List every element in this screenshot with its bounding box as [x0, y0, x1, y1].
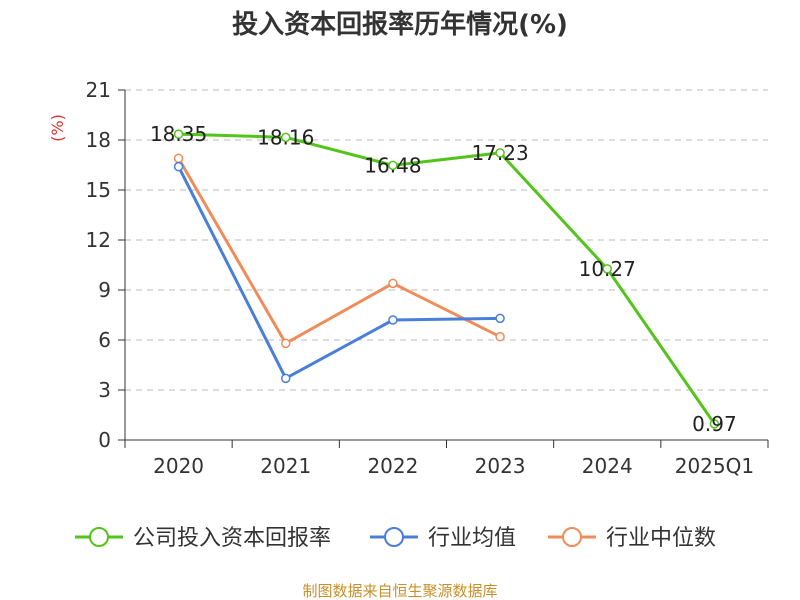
legend-swatch-marker [89, 527, 109, 547]
series-line-1 [177, 165, 501, 380]
x-tick-label: 2021 [260, 454, 311, 478]
x-tick-label: 2020 [153, 454, 204, 478]
series-line-2 [177, 157, 501, 345]
series-point-1 [281, 373, 291, 384]
y-axis-unit: (%) [48, 114, 67, 142]
y-tick-label: 3 [98, 378, 111, 402]
y-tick-label: 0 [98, 428, 111, 452]
series-point-0 [281, 132, 291, 143]
x-tick-label: 2025Q1 [675, 454, 754, 478]
y-tick-label: 15 [86, 178, 111, 202]
x-tick-label: 2023 [475, 454, 526, 478]
y-tick-label: 18 [86, 128, 111, 152]
series-point-2 [388, 278, 398, 289]
data-label: 0.97 [692, 412, 737, 436]
series-point-1 [388, 315, 398, 325]
y-tick-label: 9 [98, 278, 111, 302]
legend-label: 公司投入资本回报率 [133, 526, 331, 551]
axes: 0 3 6 9 12 15 18 21 2020 2021 2022 2023 2024 2025Q1 [86, 78, 769, 478]
data-labels: 18.35 18.16 16.48 17.23 10.27 0.97 [150, 122, 737, 436]
series-point-0 [388, 160, 398, 171]
series-point-1 [173, 161, 184, 172]
series-line-0 [178, 132, 716, 425]
series-group [173, 129, 720, 429]
data-label: 18.35 [150, 122, 207, 146]
series-point-2 [173, 153, 184, 164]
source-note: 制图数据来自恒生聚源数据库 [302, 582, 497, 600]
y-tick-label: 21 [86, 78, 111, 102]
legend-swatch-marker [384, 527, 404, 547]
x-tick-label: 2024 [582, 454, 633, 478]
series-point-2 [495, 331, 505, 342]
y-tick-label: 12 [86, 228, 111, 252]
legend-label: 行业均值 [428, 526, 516, 551]
chart-title: 投入资本回报率历年情况(%) [232, 9, 568, 40]
series-point-0 [495, 148, 505, 158]
x-tick-label: 2022 [367, 454, 418, 478]
grid-lines [125, 89, 768, 391]
legend: 公司投入资本回报率 行业均值 行业中位数 [75, 526, 716, 551]
data-label: 17.23 [471, 141, 528, 165]
series-point-1 [495, 313, 505, 324]
data-label: 10.27 [579, 257, 636, 281]
series-point-0 [602, 264, 612, 274]
y-tick-label: 6 [98, 328, 111, 352]
data-label: 16.48 [364, 153, 421, 177]
legend-label: 行业中位数 [606, 526, 716, 551]
data-label: 18.16 [257, 125, 314, 149]
series-point-0 [709, 419, 720, 429]
series-point-0 [173, 129, 184, 139]
legend-swatch-marker [562, 527, 582, 547]
series-point-2 [281, 338, 291, 349]
